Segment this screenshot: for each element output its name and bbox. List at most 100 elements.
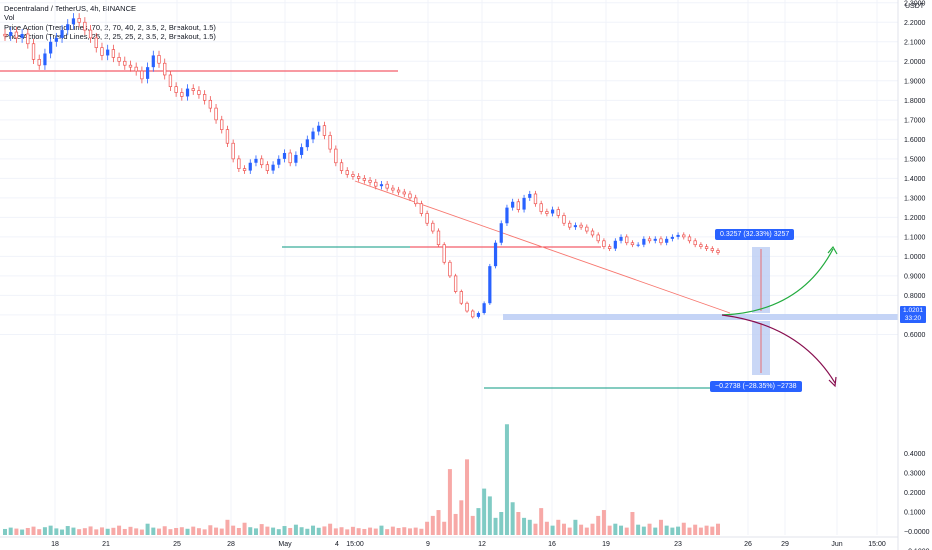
candle-body [579, 224, 583, 228]
candle-body [322, 125, 327, 136]
time-tick: 4 [335, 541, 339, 548]
candle-body [670, 236, 674, 239]
candle-body [619, 236, 623, 241]
time-tick: 29 [781, 541, 789, 548]
time-tick: 25 [173, 541, 181, 548]
volume-bar [299, 527, 304, 535]
candle-body [493, 242, 498, 267]
volume-indicator-label[interactable]: Vol [4, 13, 15, 23]
candle-body [71, 18, 76, 25]
volume-tick: 0.4000 [904, 451, 926, 458]
volume-bar [402, 527, 407, 535]
candle-body [88, 29, 93, 39]
volume-bar [282, 526, 287, 535]
volume-bar [573, 519, 578, 535]
volume-bar [624, 527, 629, 535]
volume-bar [584, 527, 589, 535]
candle-body [157, 55, 161, 64]
candle-body [419, 203, 424, 214]
candle-body [453, 275, 458, 292]
candle-body [197, 90, 201, 95]
candle-body [362, 178, 367, 181]
volume-bar [590, 523, 595, 535]
volume-bar [214, 527, 219, 535]
indicator-label-2[interactable]: Price Action (Trend Lines, 25, 2, 25, 25… [4, 32, 216, 42]
volume-bar [499, 512, 504, 535]
time-tick: 15:00 [868, 541, 886, 548]
volume-bar [276, 529, 281, 535]
candle-body [613, 240, 617, 249]
price-tick: 1.7000 [904, 117, 926, 124]
candle-body [300, 147, 304, 155]
candle-body [128, 64, 133, 68]
volume-bar [328, 523, 333, 535]
volume-bar [350, 526, 355, 535]
candle-body [704, 246, 709, 249]
candle-body [242, 168, 247, 171]
volume-bar [293, 524, 298, 535]
candle-body [442, 244, 446, 263]
volume-bar [442, 521, 447, 535]
candle-body [225, 129, 230, 144]
volume-bar [716, 523, 720, 535]
volume-bar [641, 526, 646, 535]
candle-body [37, 58, 41, 66]
candle-body [60, 30, 64, 38]
volume-bar [579, 524, 584, 535]
volume-bar [54, 528, 59, 535]
candle-body [425, 213, 429, 224]
candle-body [562, 215, 566, 224]
volume-bar [544, 521, 549, 535]
measure-down-label[interactable]: −0.2738 (−28.35%) −2738 [710, 381, 802, 392]
candle-body [334, 148, 338, 164]
candle-body [396, 189, 401, 193]
volume-bar [561, 523, 566, 535]
volume-bar [105, 528, 110, 535]
candle-body [368, 179, 372, 183]
candle-body [431, 222, 435, 232]
grid [0, 0, 898, 535]
volume-bars [3, 424, 720, 535]
candle-body [573, 225, 577, 228]
candle-body [26, 33, 30, 45]
candle-body [505, 207, 509, 224]
volume-bar [470, 515, 475, 535]
price-tick: 1.0000 [904, 254, 926, 261]
candle-body [408, 193, 412, 199]
symbol-title[interactable]: Decentraland / TetherUS, 4h, BINANCE [4, 4, 137, 13]
volume-bar [145, 523, 150, 535]
candle-body [465, 302, 469, 312]
volume-bar [259, 524, 264, 535]
candle-body [123, 60, 127, 66]
volume-bar [20, 529, 25, 535]
candle-body [533, 193, 538, 205]
candle-body [134, 66, 138, 72]
volume-tick: 0.2000 [904, 490, 926, 497]
price-axis-unit: USDT [905, 3, 925, 10]
candle-body [20, 33, 24, 38]
measure-up-label[interactable]: 0.3257 (32.33%) 3257 [715, 229, 795, 240]
candle-body [185, 88, 190, 97]
indicator-label-1[interactable]: Price Action (Trend Lines, 70, 2, 70, 40… [4, 22, 216, 32]
volume-bar [111, 527, 116, 535]
volume-bar [151, 527, 156, 535]
volume-bar [647, 523, 652, 535]
price-tick: 2.0000 [904, 59, 926, 66]
volume-bar [8, 527, 13, 535]
candle-body [311, 131, 315, 140]
price-tick: 1.8000 [904, 98, 926, 105]
time-tick: 9 [426, 541, 430, 548]
volume-bar [162, 526, 167, 535]
candle-body [488, 266, 492, 304]
candle-body [117, 57, 121, 62]
candle-body [277, 158, 281, 165]
volume-bar [311, 525, 316, 535]
candle-body [49, 41, 53, 54]
volume-bar [693, 524, 698, 535]
time-tick: 16 [548, 541, 556, 548]
candle-body [111, 49, 116, 58]
candle-body [146, 67, 150, 79]
volume-bar [550, 525, 555, 535]
price-tick: 1.4000 [904, 176, 926, 183]
